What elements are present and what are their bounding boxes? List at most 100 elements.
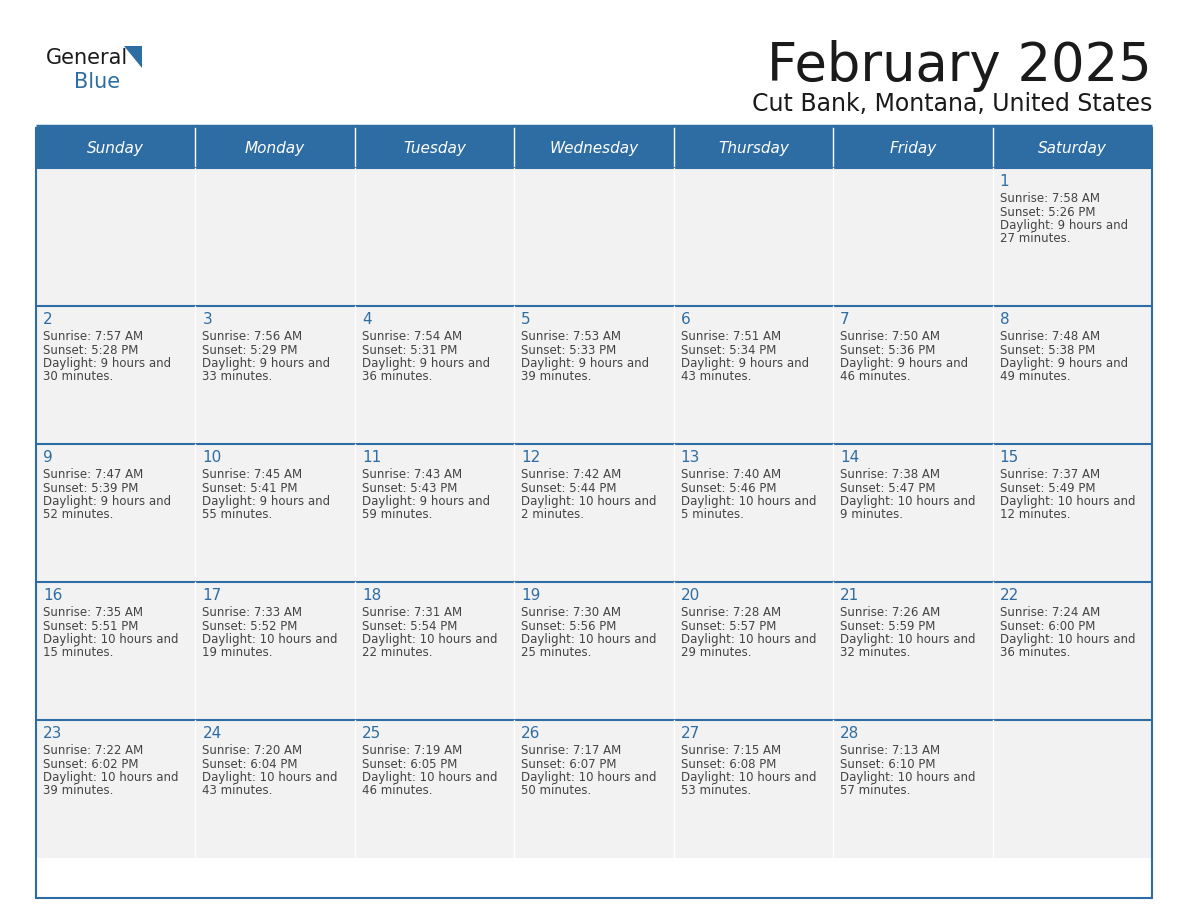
Text: Sunrise: 7:43 AM: Sunrise: 7:43 AM bbox=[362, 468, 462, 481]
Text: 3: 3 bbox=[202, 312, 213, 327]
Text: 19 minutes.: 19 minutes. bbox=[202, 646, 273, 659]
Text: Daylight: 10 hours and: Daylight: 10 hours and bbox=[999, 633, 1135, 646]
Text: 46 minutes.: 46 minutes. bbox=[840, 371, 911, 384]
Text: Daylight: 9 hours and: Daylight: 9 hours and bbox=[999, 219, 1127, 232]
Text: Sunrise: 7:37 AM: Sunrise: 7:37 AM bbox=[999, 468, 1100, 481]
Text: 39 minutes.: 39 minutes. bbox=[43, 785, 113, 798]
Bar bbox=[36, 306, 196, 444]
Text: Sunset: 5:47 PM: Sunset: 5:47 PM bbox=[840, 482, 936, 495]
Text: 7: 7 bbox=[840, 312, 849, 327]
Text: 9 minutes.: 9 minutes. bbox=[840, 509, 903, 521]
Text: 24: 24 bbox=[202, 726, 222, 741]
Text: 11: 11 bbox=[362, 450, 381, 465]
Text: Daylight: 9 hours and: Daylight: 9 hours and bbox=[202, 495, 330, 508]
Text: 32 minutes.: 32 minutes. bbox=[840, 646, 910, 659]
Text: Sunrise: 7:45 AM: Sunrise: 7:45 AM bbox=[202, 468, 303, 481]
Text: Sunset: 5:34 PM: Sunset: 5:34 PM bbox=[681, 343, 776, 356]
Text: Sunset: 5:46 PM: Sunset: 5:46 PM bbox=[681, 482, 776, 495]
Text: Sunset: 5:49 PM: Sunset: 5:49 PM bbox=[999, 482, 1095, 495]
Text: Sunset: 5:59 PM: Sunset: 5:59 PM bbox=[840, 620, 935, 633]
Text: 10: 10 bbox=[202, 450, 222, 465]
Bar bbox=[355, 444, 514, 582]
Text: 14: 14 bbox=[840, 450, 859, 465]
Bar bbox=[514, 306, 674, 444]
Bar bbox=[992, 582, 1152, 720]
Text: 6: 6 bbox=[681, 312, 690, 327]
Text: Daylight: 9 hours and: Daylight: 9 hours and bbox=[840, 357, 968, 370]
Text: 50 minutes.: 50 minutes. bbox=[522, 785, 592, 798]
Text: Tuesday: Tuesday bbox=[403, 140, 466, 155]
Text: 5 minutes.: 5 minutes. bbox=[681, 509, 744, 521]
Text: General: General bbox=[46, 48, 128, 68]
Text: 17: 17 bbox=[202, 588, 222, 603]
Text: Sunrise: 7:31 AM: Sunrise: 7:31 AM bbox=[362, 606, 462, 619]
Text: 21: 21 bbox=[840, 588, 859, 603]
Bar bbox=[992, 444, 1152, 582]
Text: Sunrise: 7:40 AM: Sunrise: 7:40 AM bbox=[681, 468, 781, 481]
Text: Sunrise: 7:35 AM: Sunrise: 7:35 AM bbox=[43, 606, 143, 619]
Bar bbox=[833, 582, 992, 720]
Text: Sunset: 5:39 PM: Sunset: 5:39 PM bbox=[43, 482, 138, 495]
Text: 20: 20 bbox=[681, 588, 700, 603]
Text: Daylight: 10 hours and: Daylight: 10 hours and bbox=[840, 771, 975, 784]
Text: Daylight: 9 hours and: Daylight: 9 hours and bbox=[362, 495, 489, 508]
Text: Daylight: 9 hours and: Daylight: 9 hours and bbox=[43, 495, 171, 508]
Text: Sunrise: 7:19 AM: Sunrise: 7:19 AM bbox=[362, 744, 462, 757]
Text: Friday: Friday bbox=[890, 140, 936, 155]
Text: 12: 12 bbox=[522, 450, 541, 465]
Text: 15: 15 bbox=[999, 450, 1019, 465]
Bar bbox=[833, 168, 992, 306]
Bar bbox=[992, 720, 1152, 858]
Bar bbox=[196, 306, 355, 444]
Text: Sunset: 5:33 PM: Sunset: 5:33 PM bbox=[522, 343, 617, 356]
Text: Daylight: 10 hours and: Daylight: 10 hours and bbox=[681, 633, 816, 646]
Text: 23: 23 bbox=[43, 726, 63, 741]
Text: Sunrise: 7:54 AM: Sunrise: 7:54 AM bbox=[362, 330, 462, 343]
Bar bbox=[36, 168, 196, 306]
Text: Sunrise: 7:50 AM: Sunrise: 7:50 AM bbox=[840, 330, 940, 343]
Bar bbox=[36, 720, 196, 858]
Text: Daylight: 9 hours and: Daylight: 9 hours and bbox=[681, 357, 809, 370]
Text: Sunset: 5:54 PM: Sunset: 5:54 PM bbox=[362, 620, 457, 633]
Text: Sunrise: 7:48 AM: Sunrise: 7:48 AM bbox=[999, 330, 1100, 343]
Text: Sunrise: 7:30 AM: Sunrise: 7:30 AM bbox=[522, 606, 621, 619]
Text: Sunset: 6:08 PM: Sunset: 6:08 PM bbox=[681, 757, 776, 770]
Bar bbox=[833, 720, 992, 858]
Text: Sunset: 5:41 PM: Sunset: 5:41 PM bbox=[202, 482, 298, 495]
Text: Sunset: 6:10 PM: Sunset: 6:10 PM bbox=[840, 757, 936, 770]
Bar bbox=[196, 582, 355, 720]
Text: Sunrise: 7:13 AM: Sunrise: 7:13 AM bbox=[840, 744, 940, 757]
Text: Sunrise: 7:57 AM: Sunrise: 7:57 AM bbox=[43, 330, 143, 343]
Text: 36 minutes.: 36 minutes. bbox=[362, 371, 432, 384]
Text: 26: 26 bbox=[522, 726, 541, 741]
Text: Daylight: 10 hours and: Daylight: 10 hours and bbox=[202, 771, 337, 784]
Text: Daylight: 10 hours and: Daylight: 10 hours and bbox=[43, 771, 178, 784]
Text: Sunrise: 7:56 AM: Sunrise: 7:56 AM bbox=[202, 330, 303, 343]
Text: Daylight: 10 hours and: Daylight: 10 hours and bbox=[522, 633, 657, 646]
Text: Sunset: 5:38 PM: Sunset: 5:38 PM bbox=[999, 343, 1095, 356]
Bar bbox=[674, 444, 833, 582]
Bar bbox=[674, 720, 833, 858]
Bar bbox=[514, 444, 674, 582]
Text: Daylight: 10 hours and: Daylight: 10 hours and bbox=[522, 771, 657, 784]
Text: 2: 2 bbox=[43, 312, 52, 327]
Bar bbox=[36, 444, 196, 582]
Text: 5: 5 bbox=[522, 312, 531, 327]
Text: Sunset: 6:00 PM: Sunset: 6:00 PM bbox=[999, 620, 1095, 633]
Text: Sunday: Sunday bbox=[87, 140, 144, 155]
Text: 4: 4 bbox=[362, 312, 372, 327]
Bar bbox=[992, 168, 1152, 306]
Text: Sunset: 5:44 PM: Sunset: 5:44 PM bbox=[522, 482, 617, 495]
Text: 2 minutes.: 2 minutes. bbox=[522, 509, 584, 521]
Text: Sunrise: 7:20 AM: Sunrise: 7:20 AM bbox=[202, 744, 303, 757]
Text: Sunrise: 7:22 AM: Sunrise: 7:22 AM bbox=[43, 744, 144, 757]
Text: 55 minutes.: 55 minutes. bbox=[202, 509, 273, 521]
Text: Daylight: 9 hours and: Daylight: 9 hours and bbox=[43, 357, 171, 370]
Bar bbox=[514, 168, 674, 306]
Text: 49 minutes.: 49 minutes. bbox=[999, 371, 1070, 384]
Text: 43 minutes.: 43 minutes. bbox=[681, 371, 751, 384]
Text: 25 minutes.: 25 minutes. bbox=[522, 646, 592, 659]
Text: Daylight: 9 hours and: Daylight: 9 hours and bbox=[999, 357, 1127, 370]
Text: 1: 1 bbox=[999, 174, 1009, 189]
Text: Sunrise: 7:15 AM: Sunrise: 7:15 AM bbox=[681, 744, 781, 757]
